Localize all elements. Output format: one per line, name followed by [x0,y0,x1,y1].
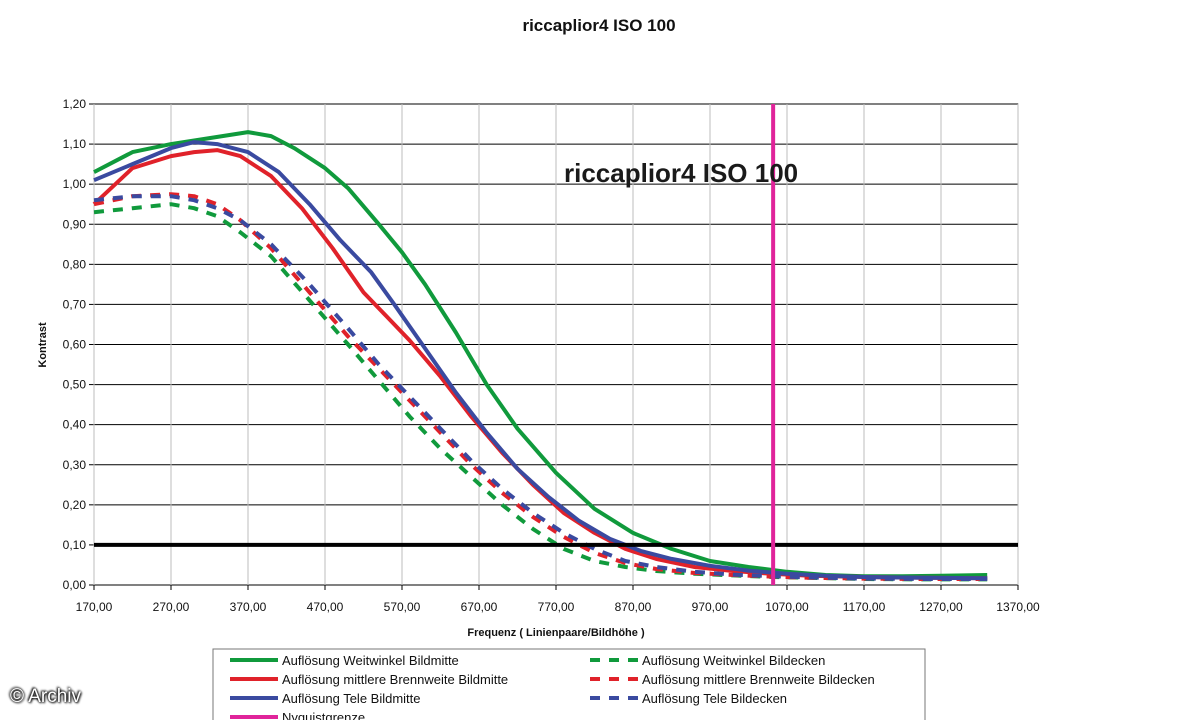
y-tick-label: 0,90 [63,217,87,231]
y-tick-label: 0,10 [63,538,87,552]
x-tick-label: 1070,00 [765,600,809,614]
chart-title: riccaplior4 ISO 100 [522,16,675,35]
x-tick-label: 470,00 [307,600,344,614]
legend-label: Auflösung Weitwinkel Bildmitte [282,653,459,668]
y-tick-label: 0,20 [63,498,87,512]
legend-label: Auflösung Tele Bildmitte [282,691,421,706]
y-tick-label: 0,60 [63,338,87,352]
y-tick-label: 1,10 [63,137,87,151]
legend: Auflösung Weitwinkel Bildmitte Auflösung … [230,653,875,720]
x-tick-labels: 170,00 270,00 370,00 470,00 570,00 670,00 770,… [76,600,1040,614]
y-tick-label: 0,50 [63,378,87,392]
x-axis-title: Frequenz ( Linienpaare/Bildhöhe ) [467,627,645,639]
y-tick-label: 1,00 [63,177,87,191]
legend-label: Auflösung mittlere Brennweite Bildmitte [282,672,508,687]
legend-label: Auflösung Tele Bildecken [642,691,787,706]
grid-lines [89,103,1019,590]
y-axis-title: Kontrast [37,322,49,368]
x-tick-label: 170,00 [76,600,113,614]
x-tick-label: 570,00 [384,600,421,614]
legend-label: Nyquistgrenze [282,710,365,720]
x-tick-label: 1270,00 [919,600,963,614]
y-tick-label: 0,70 [63,297,87,311]
x-tick-label: 670,00 [461,600,498,614]
y-tick-label: 0,40 [63,418,87,432]
y-tick-label: 0,00 [63,578,87,592]
legend-label: Auflösung Weitwinkel Bildecken [642,653,825,668]
legend-box [212,648,926,720]
x-tick-label: 970,00 [692,600,729,614]
x-tick-label: 1370,00 [996,600,1040,614]
y-tick-label: 1,20 [63,97,87,111]
y-tick-label: 0,80 [63,257,87,271]
x-tick-label: 870,00 [615,600,652,614]
x-tick-label: 770,00 [538,600,575,614]
x-tick-label: 1170,00 [843,600,886,614]
x-tick-label: 370,00 [230,600,267,614]
watermark: © Archiv [10,686,82,707]
chart-annotation: riccaplior4 ISO 100 [564,158,798,188]
reference-lines [94,104,1018,585]
y-tick-label: 0,30 [63,458,87,472]
x-tick-label: 270,00 [153,600,190,614]
y-tick-labels: 0,00 0,10 0,20 0,30 0,40 0,50 0,60 0,70 0,80 0,90… [63,97,87,592]
legend-label: Auflösung mittlere Brennweite Bildecken [642,672,875,687]
